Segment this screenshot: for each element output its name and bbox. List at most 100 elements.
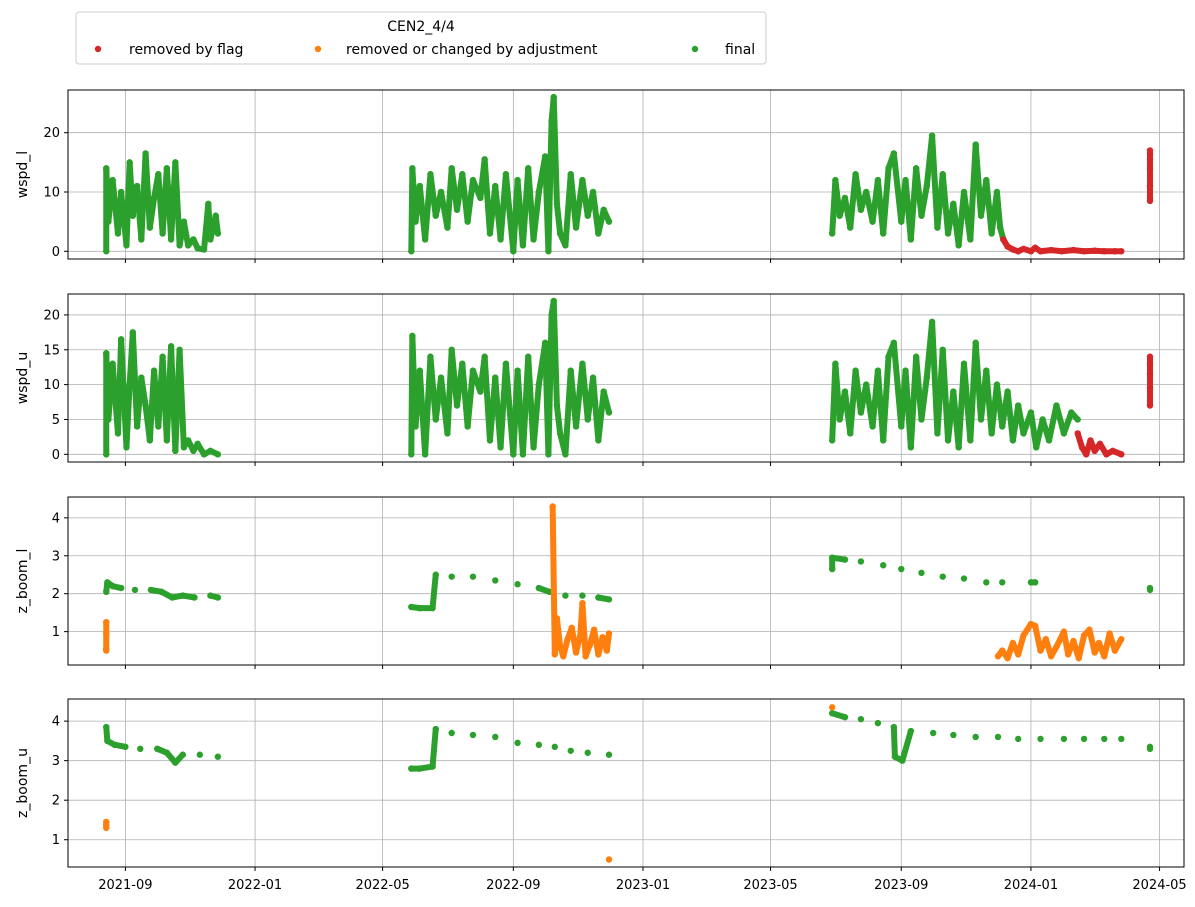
y-tick-label: 1	[52, 833, 60, 848]
series-final	[103, 297, 1081, 458]
panel-wspd-l: 0 10 20 wspd_l	[15, 89, 1185, 263]
data-stroke	[600, 388, 612, 416]
data-point	[1146, 353, 1154, 360]
data-point	[929, 729, 937, 737]
data-point	[137, 745, 144, 753]
y-tick-label: 10	[43, 185, 60, 200]
data-stroke	[993, 188, 1004, 231]
data-point	[122, 743, 129, 751]
data-point	[1146, 147, 1154, 154]
data-point	[214, 753, 222, 760]
data-point	[214, 451, 222, 458]
data-point	[1014, 735, 1022, 743]
y-tick-label: 1	[52, 625, 60, 640]
data-stroke	[429, 726, 439, 770]
panel-z-boom-u: 1 2 3 4 z_boom_u	[15, 698, 1185, 871]
x-tick-label: 2022-05	[355, 878, 409, 893]
data-point	[605, 409, 613, 416]
data-point	[1037, 735, 1044, 743]
data-point	[492, 577, 499, 584]
series-removed-or-changed-by-adjustment	[103, 704, 836, 863]
data-stroke	[429, 571, 439, 612]
legend-marker-removed-or-changed	[314, 45, 322, 53]
data-point	[983, 579, 990, 586]
series-final	[103, 710, 1154, 772]
y-tick-label: 20	[43, 308, 60, 323]
data-stroke	[550, 94, 560, 207]
data-point	[605, 218, 613, 225]
panel-wspd-u: 0 5 10 15 20 wspd_u	[15, 293, 1185, 466]
data-stroke	[180, 218, 192, 249]
y-tick-label: 10	[43, 378, 60, 393]
data-point	[584, 749, 591, 756]
y-tick-label: 2	[52, 587, 60, 602]
series-removed-by-flag	[1000, 147, 1154, 255]
data-point	[179, 751, 186, 758]
data-point	[1146, 743, 1154, 751]
data-stroke	[146, 194, 158, 231]
data-point	[432, 725, 439, 733]
data-point	[1118, 735, 1125, 743]
data-point	[880, 562, 887, 569]
data-point	[567, 747, 574, 754]
data-point	[191, 594, 198, 601]
data-point	[918, 569, 925, 577]
data-point	[972, 733, 979, 741]
legend-label-removed-by-flag: removed by flag	[129, 42, 243, 58]
data-stroke	[172, 159, 183, 249]
y-tick-label: 0	[52, 448, 60, 463]
x-tick-label: 2023-01	[616, 878, 670, 893]
data-point	[214, 594, 222, 601]
data-points	[103, 503, 1154, 662]
data-stroke	[550, 297, 560, 409]
data-stroke	[138, 374, 149, 409]
data-point	[448, 729, 455, 737]
data-point	[448, 573, 455, 580]
data-stroke	[1015, 632, 1027, 658]
data-stroke	[918, 374, 930, 423]
data-point	[874, 719, 882, 727]
legend-label-removed-or-changed: removed or changed by adjustment	[346, 42, 598, 58]
data-point	[828, 704, 836, 711]
x-tick-label: 2022-01	[228, 878, 282, 893]
data-point	[514, 739, 521, 747]
data-point	[605, 630, 613, 637]
data-point	[960, 575, 968, 582]
data-point	[492, 733, 499, 741]
axes-frame	[67, 496, 1185, 666]
data-point	[907, 727, 915, 735]
data-point	[1101, 735, 1108, 743]
data-stroke	[880, 165, 892, 237]
legend-frame	[75, 11, 767, 65]
data-point	[214, 230, 222, 237]
data-stroke	[579, 600, 589, 660]
data-point	[1080, 735, 1088, 743]
data-points	[103, 93, 1154, 255]
data-point	[1032, 579, 1039, 586]
data-point	[605, 751, 613, 758]
data-stroke	[464, 367, 476, 430]
x-tick-label: 2023-05	[743, 878, 797, 893]
data-stroke	[553, 402, 564, 437]
data-point	[857, 558, 865, 565]
data-point	[939, 573, 946, 580]
legend-entry-removed-by-flag: removed by flag	[94, 42, 243, 58]
legend-entry-removed-or-changed: removed or changed by adjustment	[314, 42, 598, 58]
legend: CEN2_4/4 removed by flag removed or chan…	[75, 11, 767, 65]
data-point	[469, 731, 477, 739]
data-stroke	[530, 381, 542, 451]
data-stroke	[1060, 409, 1075, 437]
data-point	[1060, 735, 1068, 743]
y-axis-label: wspd_u	[15, 352, 31, 404]
axes-frame	[67, 293, 1185, 463]
data-point	[841, 713, 849, 721]
series-removed-or-changed-by-adjustment	[103, 503, 1125, 662]
series-final	[103, 93, 1007, 255]
data-point	[103, 818, 110, 826]
data-point	[999, 579, 1006, 586]
x-tick-labels: 2021-09 2022-01 2022-05 2022-09 2023-01 2023-…	[98, 878, 1186, 893]
y-tick-label: 5	[52, 413, 60, 428]
data-point	[605, 596, 613, 603]
data-point	[131, 586, 139, 594]
